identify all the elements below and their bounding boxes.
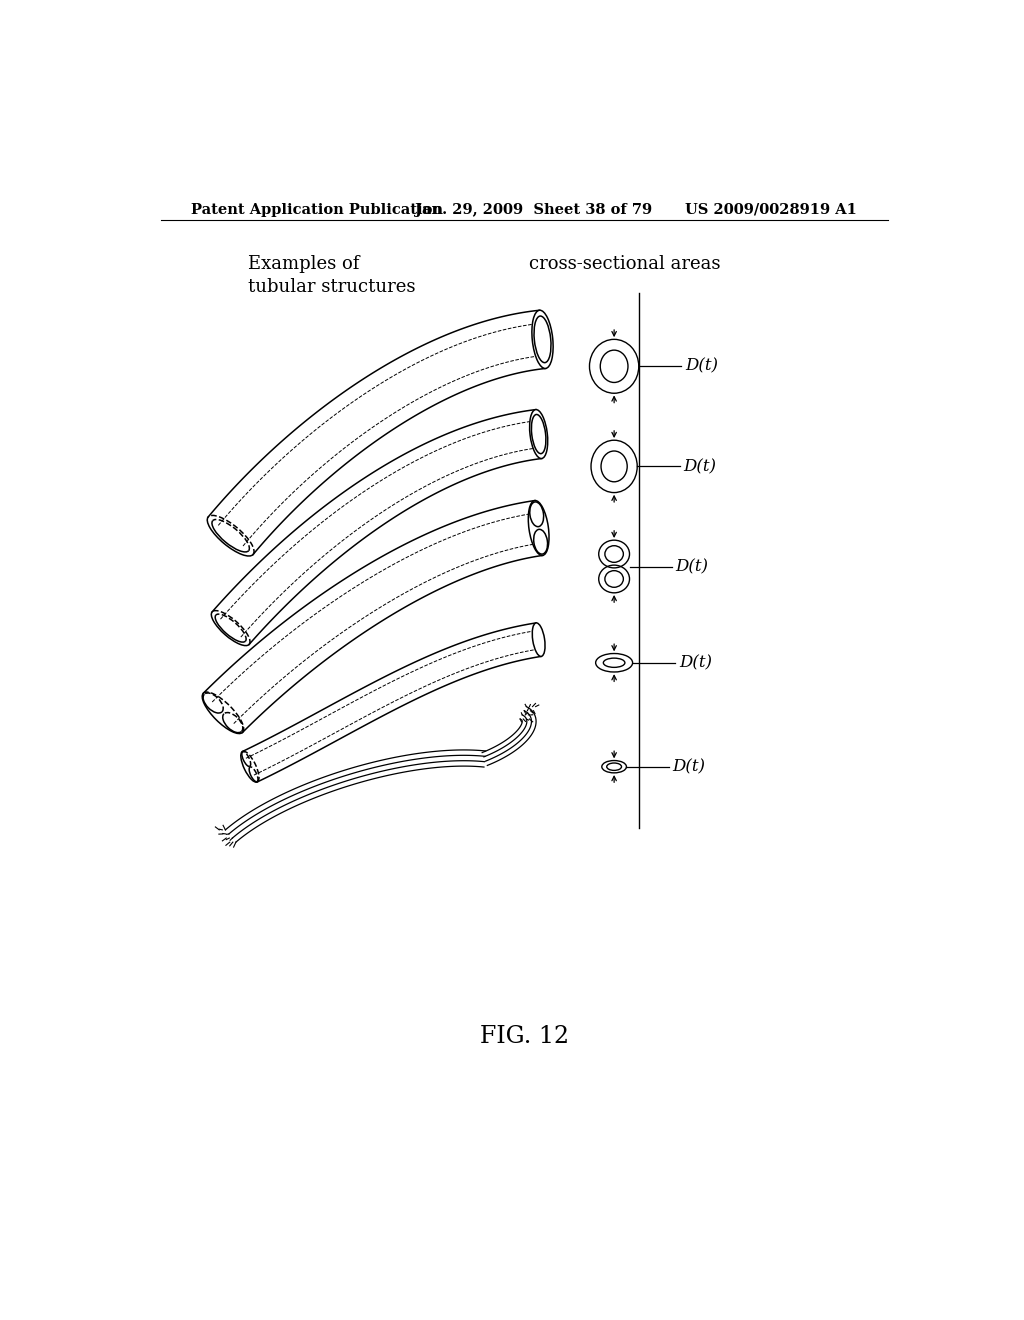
Text: Jan. 29, 2009  Sheet 38 of 79: Jan. 29, 2009 Sheet 38 of 79 [416, 203, 652, 216]
Text: US 2009/0028919 A1: US 2009/0028919 A1 [685, 203, 857, 216]
Text: Patent Application Publication: Patent Application Publication [190, 203, 442, 216]
Ellipse shape [528, 500, 549, 556]
Text: D(t): D(t) [679, 655, 712, 672]
Text: D(t): D(t) [676, 558, 709, 576]
Text: FIG. 12: FIG. 12 [480, 1024, 569, 1048]
Ellipse shape [532, 623, 545, 656]
Text: D(t): D(t) [673, 758, 706, 775]
Text: Examples of
tubular structures: Examples of tubular structures [248, 255, 415, 296]
Text: cross-sectional areas: cross-sectional areas [529, 255, 721, 273]
Ellipse shape [531, 310, 553, 368]
Text: D(t): D(t) [685, 358, 718, 375]
Ellipse shape [529, 409, 548, 458]
Text: D(t): D(t) [683, 458, 717, 475]
